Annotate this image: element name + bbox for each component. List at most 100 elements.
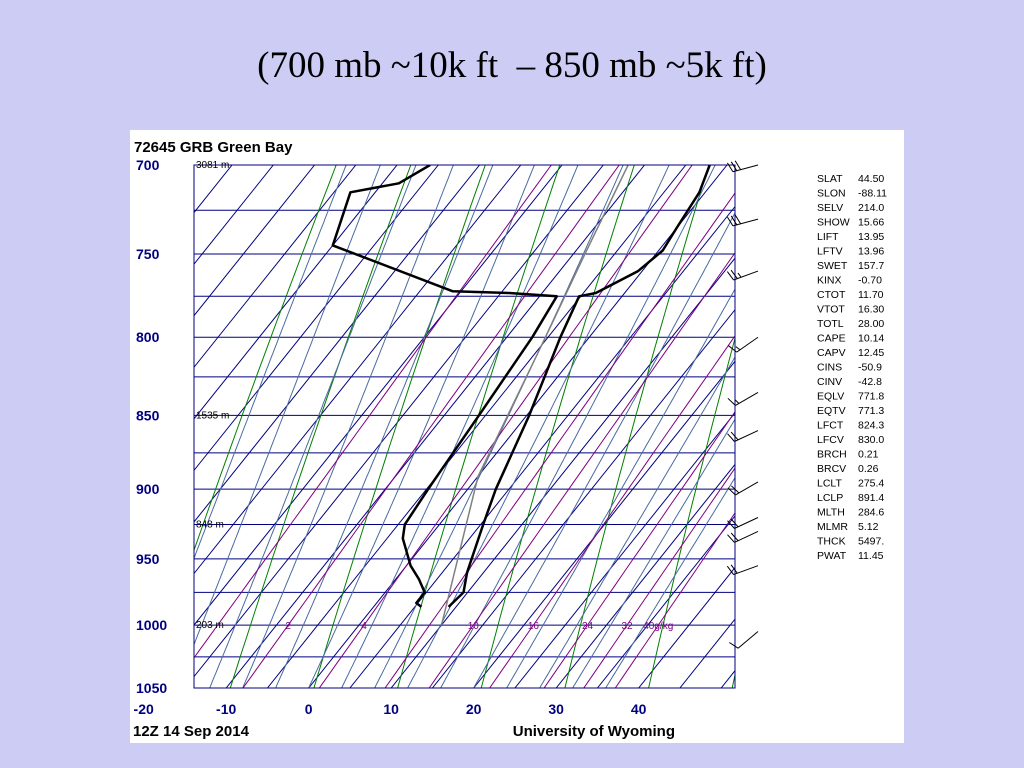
- wind-barb-feather: [726, 271, 734, 281]
- wind-barb-feather: [730, 269, 738, 279]
- mixing-ratio-label: 2: [285, 621, 291, 632]
- mixing-ratio-line: [583, 467, 735, 688]
- index-value: 13.96: [858, 246, 884, 258]
- dry-adiabat-line: [229, 165, 412, 688]
- mixing-ratio-line: [242, 165, 620, 688]
- wind-barb-staff: [736, 336, 759, 353]
- index-value: 214.0: [858, 202, 884, 214]
- mixing-ratio-line: [194, 165, 552, 659]
- isotherm-line: [267, 165, 687, 688]
- index-value: 28.00: [858, 318, 884, 330]
- index-value: 771.8: [858, 391, 884, 403]
- wind-barb-half-feather: [734, 399, 740, 404]
- temperature-tick-label: 20: [466, 701, 482, 717]
- wind-barb-feather: [728, 345, 738, 353]
- wind-barb-feather: [727, 397, 736, 406]
- index-name: BRCV: [817, 463, 846, 475]
- moist-adiabat-line: [308, 165, 535, 688]
- wind-barb: [726, 269, 759, 281]
- wind-barb-feather: [730, 564, 738, 574]
- isotherm-line: [194, 165, 604, 678]
- moist-adiabat-line: [539, 355, 735, 688]
- temperature-tick-label: 40: [631, 701, 647, 717]
- isotherm-line: [473, 360, 735, 688]
- index-name: CAPE: [817, 333, 846, 345]
- index-value: 771.3: [858, 405, 884, 417]
- dry-adiabat-line: [397, 165, 561, 688]
- isotherm-line: [349, 205, 735, 688]
- moist-adiabat-line: [242, 165, 454, 688]
- index-value: 44.50: [858, 173, 884, 185]
- index-value: 0.21: [858, 449, 879, 461]
- wind-barb-staff: [734, 531, 759, 543]
- index-name: LIFT: [817, 231, 839, 243]
- parcel-path: [440, 165, 629, 626]
- wind-barb-half-feather: [735, 346, 741, 351]
- wind-barb-feather: [727, 520, 735, 529]
- dewpoint-trace: [331, 165, 559, 608]
- temperature-tick-label: -20: [134, 701, 154, 717]
- index-name: LCLP: [817, 492, 843, 504]
- mixing-ratio-line: [543, 410, 735, 688]
- index-value: -88.11: [858, 188, 887, 200]
- moist-adiabat-line: [506, 287, 735, 688]
- index-name: LCLT: [817, 478, 842, 490]
- index-name: CINV: [817, 376, 842, 388]
- isotherm-line: [194, 165, 274, 265]
- moist-adiabat-line: [275, 165, 494, 688]
- wind-barb-feather: [730, 431, 739, 441]
- index-name: KINX: [817, 275, 842, 287]
- index-value: 16.30: [858, 304, 884, 316]
- height-label: 203 m: [196, 620, 224, 631]
- isotherm-line: [130, 165, 150, 688]
- mixing-ratio-line: [489, 335, 735, 688]
- wind-barb-feather: [727, 534, 735, 543]
- skewt-chart: 72645 GRB Green Bay 700 750 800 850 900 950 10…: [130, 139, 887, 740]
- wind-barb-staff: [733, 270, 759, 281]
- pressure-tick-label: 950: [136, 551, 160, 567]
- isotherm-line: [638, 566, 735, 688]
- index-value: -50.9: [858, 362, 882, 374]
- isotherm-line: [194, 165, 439, 472]
- index-name: CINS: [817, 362, 842, 374]
- index-name: CAPV: [817, 347, 846, 359]
- index-value: 275.4: [858, 478, 884, 490]
- index-name: PWAT: [817, 550, 847, 562]
- height-label: 1535 m: [196, 410, 229, 421]
- mixing-ratio-label: 16: [528, 621, 540, 632]
- moist-adiabat-line: [194, 165, 347, 560]
- isotherm-line: [390, 257, 735, 688]
- temperature-tick-label: 10: [383, 701, 399, 717]
- index-name: LFCT: [817, 420, 844, 432]
- index-name: VTOT: [817, 304, 845, 316]
- index-name: LFCV: [817, 434, 844, 446]
- temperature-tick-label: 0: [305, 701, 313, 717]
- footer-left: 12Z 14 Sep 2014: [133, 723, 250, 740]
- wind-barb-feather: [727, 433, 735, 442]
- index-value: 891.4: [858, 492, 884, 504]
- plot-frame: [193, 164, 736, 689]
- isotherm-line: [514, 412, 735, 688]
- isotherm-line: [308, 165, 728, 688]
- index-value: 11.45: [858, 550, 884, 562]
- index-value: 830.0: [858, 434, 884, 446]
- index-name: MLMR: [817, 521, 848, 533]
- isotherm-line: [194, 165, 563, 626]
- wind-barb-feather: [726, 565, 734, 575]
- mixing-ratio-line: [318, 165, 693, 688]
- wind-barb-feather: [730, 518, 739, 528]
- index-name: SLAT: [817, 173, 843, 185]
- mixing-ratio-line: [614, 512, 735, 688]
- moist-adiabat-line: [374, 165, 624, 688]
- isotherm-line: [194, 165, 357, 369]
- index-value: 10.14: [858, 333, 884, 345]
- wind-barb-staff: [735, 481, 759, 496]
- index-name: MLTH: [817, 507, 845, 519]
- index-name: SWET: [817, 260, 848, 272]
- skewt-panel: 72645 GRB Green Bay 700 750 800 850 900 950 10…: [130, 130, 904, 743]
- index-name: EQLV: [817, 391, 844, 403]
- dry-adiabat-line: [480, 165, 635, 688]
- index-value: 284.6: [858, 507, 884, 519]
- wind-barb-staff: [734, 430, 759, 442]
- mixing-ratio-label: 40g/kg: [643, 621, 673, 632]
